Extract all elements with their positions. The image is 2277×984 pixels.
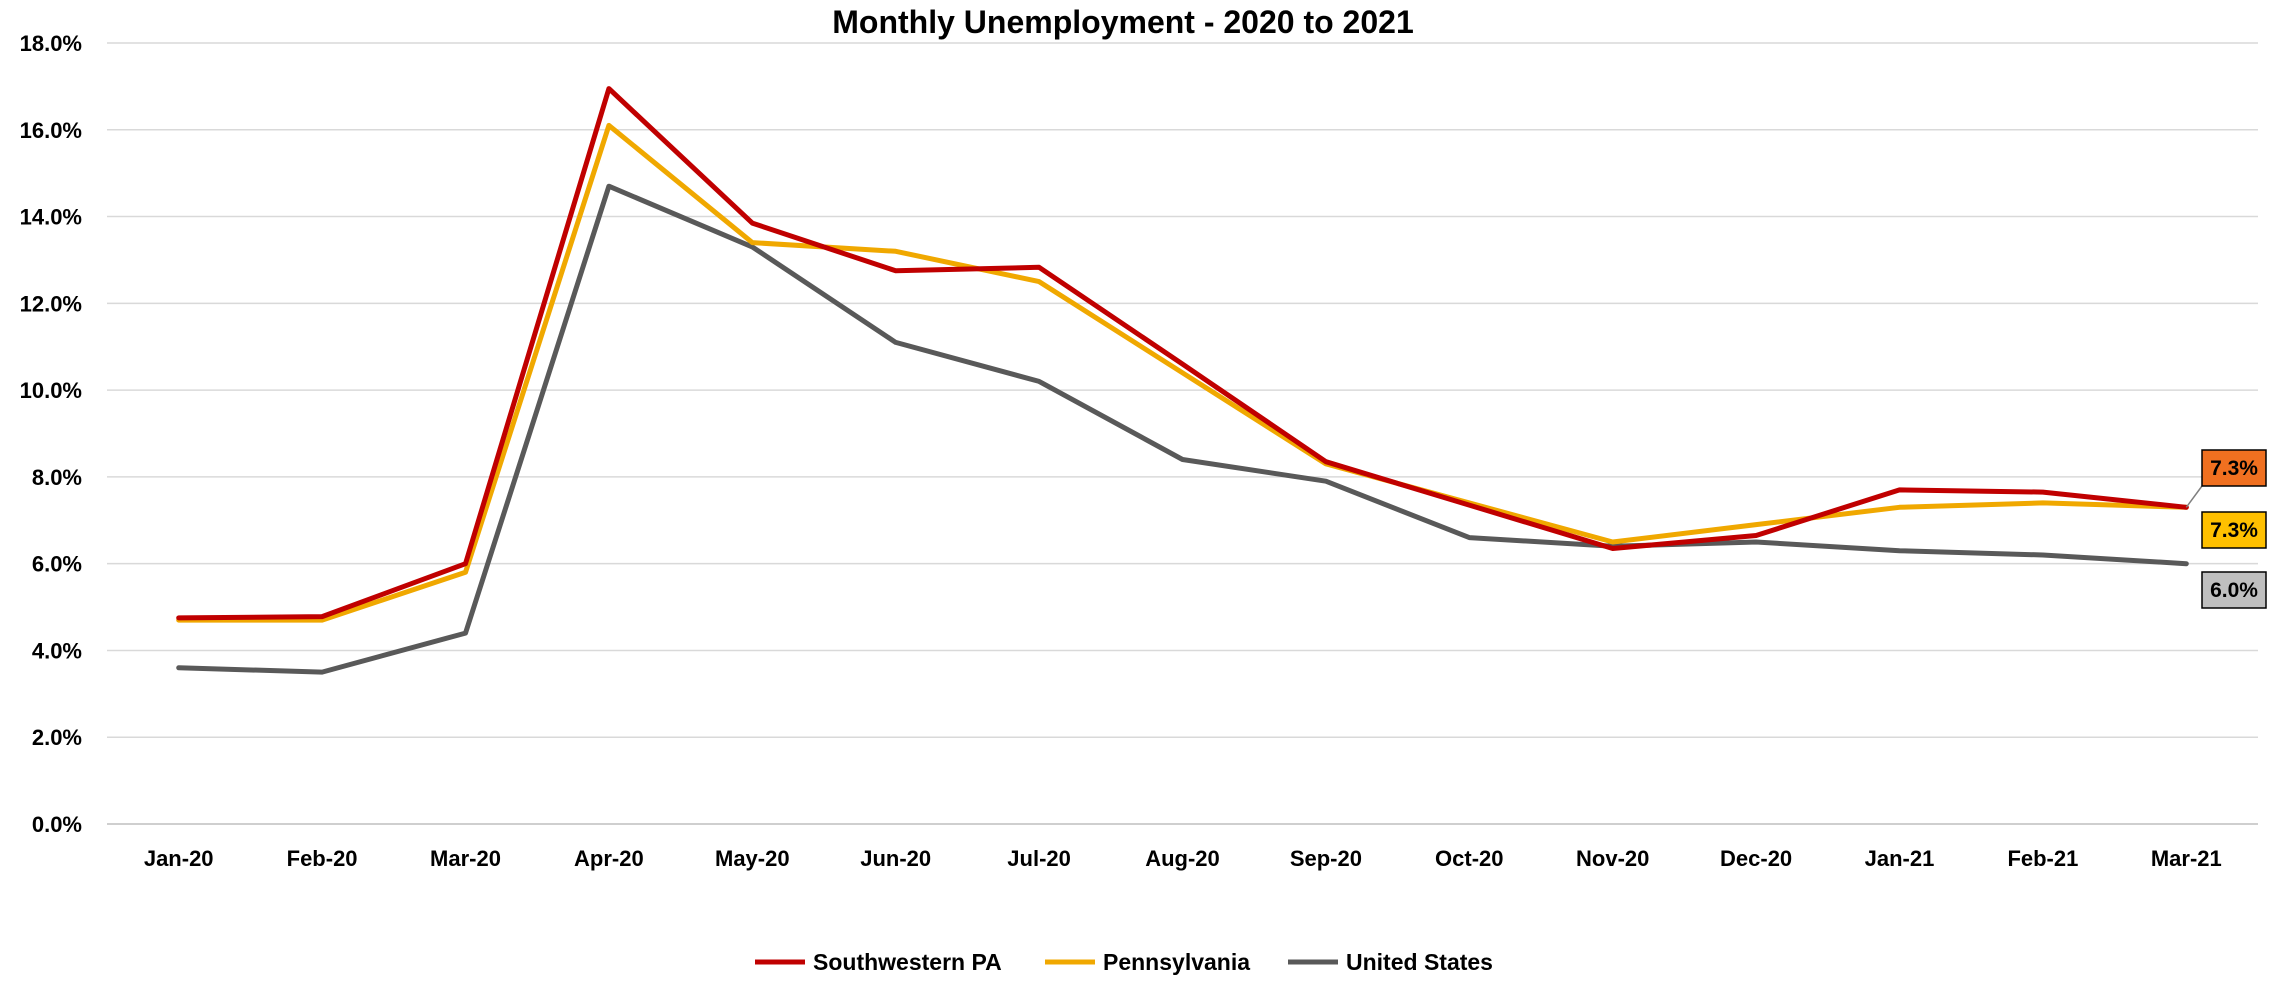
data-label-text: 6.0% bbox=[2210, 579, 2258, 602]
data-label-text: 7.3% bbox=[2210, 457, 2258, 480]
series-line-southwestern-pa bbox=[176, 86, 2189, 621]
legend-label: Pennsylvania bbox=[1103, 949, 1250, 975]
y-axis-ticks: 0.0% 2.0% 4.0% 6.0% 8.0% 10.0% 12.0% 14.0% 16.0%… bbox=[20, 31, 82, 837]
x-tick-label: Sep-20 bbox=[1290, 846, 1362, 871]
y-tick-label: 10.0% bbox=[20, 378, 82, 403]
data-label-box bbox=[2201, 571, 2267, 609]
data-label-box bbox=[2201, 511, 2267, 549]
x-tick-label: Mar-21 bbox=[2151, 846, 2222, 871]
y-tick-label: 18.0% bbox=[20, 31, 82, 56]
y-tick-label: 16.0% bbox=[20, 118, 82, 143]
end-data-labels: 7.3% 7.3% 6.0% bbox=[2185, 449, 2267, 609]
data-label-box bbox=[2201, 449, 2267, 487]
x-tick-label: Feb-21 bbox=[2007, 846, 2078, 871]
y-tick-label: 8.0% bbox=[32, 465, 82, 490]
series-lines bbox=[176, 86, 2189, 675]
series-line-pennsylvania bbox=[176, 122, 2189, 623]
gridlines bbox=[107, 42, 2258, 825]
legend-label: United States bbox=[1346, 949, 1493, 975]
x-tick-label: Jul-20 bbox=[1007, 846, 1071, 871]
legend-label: Southwestern PA bbox=[813, 949, 1002, 975]
y-tick-label: 6.0% bbox=[32, 552, 82, 577]
x-tick-label: Jun-20 bbox=[860, 846, 931, 871]
legend: Southwestern PA Pennsylvania United States bbox=[755, 949, 1493, 975]
x-tick-label: Mar-20 bbox=[430, 846, 501, 871]
y-tick-label: 4.0% bbox=[32, 638, 82, 663]
x-tick-label: Feb-20 bbox=[287, 846, 358, 871]
x-tick-label: Oct-20 bbox=[1435, 846, 1503, 871]
data-label-leader bbox=[2185, 485, 2203, 508]
y-tick-label: 0.0% bbox=[32, 812, 82, 837]
series-line-united-states bbox=[176, 183, 2189, 675]
x-tick-label: Dec-20 bbox=[1720, 846, 1792, 871]
x-tick-label: May-20 bbox=[715, 846, 790, 871]
x-axis-ticks: Jan-20 Feb-20 Mar-20 Apr-20 May-20 Jun-20 Jul-… bbox=[144, 846, 2222, 871]
y-tick-label: 2.0% bbox=[32, 725, 82, 750]
x-tick-label: Apr-20 bbox=[574, 846, 644, 871]
y-tick-label: 14.0% bbox=[20, 205, 82, 230]
x-tick-label: Nov-20 bbox=[1576, 846, 1649, 871]
data-label-text: 7.3% bbox=[2210, 519, 2258, 542]
x-tick-label: Jan-20 bbox=[144, 846, 214, 871]
chart-title: Monthly Unemployment - 2020 to 2021 bbox=[832, 4, 1413, 40]
x-tick-label: Jan-21 bbox=[1865, 846, 1935, 871]
x-tick-label: Aug-20 bbox=[1145, 846, 1220, 871]
y-tick-label: 12.0% bbox=[20, 291, 82, 316]
